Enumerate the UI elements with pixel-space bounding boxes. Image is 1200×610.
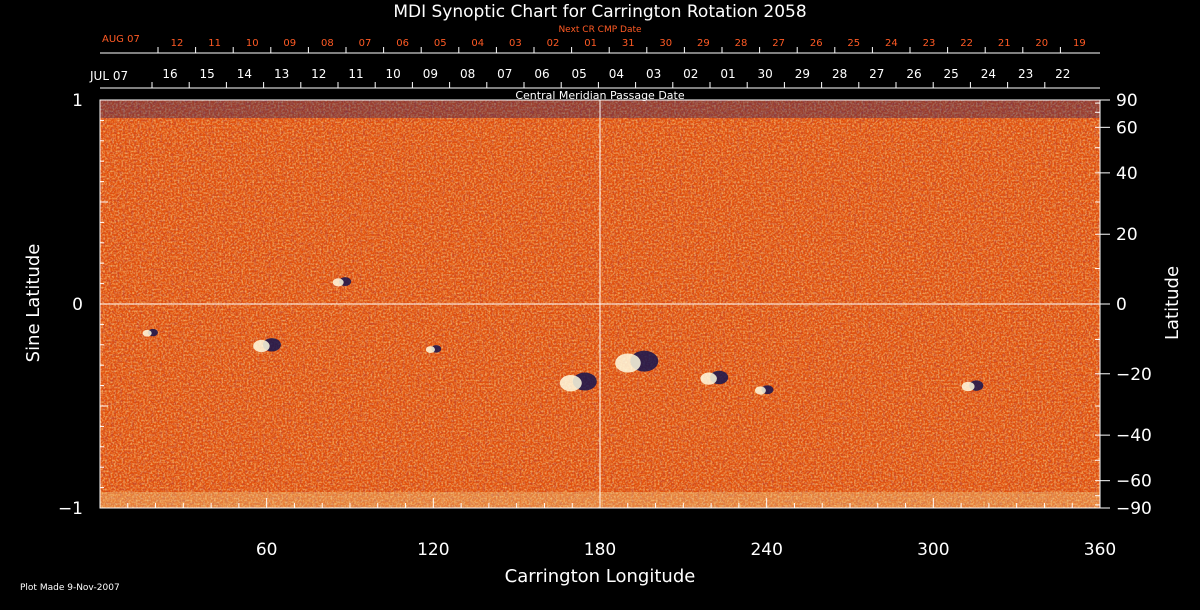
y-left-tick-label: −1 (58, 499, 83, 519)
next-cmp-day-label: 10 (246, 38, 259, 49)
next-cmp-day-label: 22 (960, 38, 973, 49)
y-right-tick-label: 20 (1116, 225, 1138, 245)
next-cmp-day-label: 12 (171, 38, 184, 49)
y-right-tick-label: −40 (1116, 426, 1152, 446)
active-region-positive (425, 346, 435, 353)
active-region-positive (559, 374, 582, 392)
next-cmp-day-label: 03 (509, 38, 522, 49)
next-cmp-day-label: 09 (283, 38, 296, 49)
next-cmp-day-label: 20 (1035, 38, 1048, 49)
cmp-day-label: 24 (981, 67, 996, 81)
next-cmp-day-label: 31 (622, 38, 635, 49)
next-cmp-day-label: 24 (885, 38, 898, 49)
next-cmp-day-label: 07 (359, 38, 372, 49)
y-axis-label-left: Sine Latitude (23, 244, 44, 363)
cmp-day-label: 28 (832, 67, 847, 81)
y-right-tick-label: −90 (1116, 499, 1152, 519)
cmp-day-label: 03 (646, 67, 661, 81)
cmp-day-label: 29 (795, 67, 810, 81)
chart-ticks: 60 120 180 240 300 360 1 0 −1 90 60 40 20 0 −20 −40 −60 −… (58, 91, 1152, 560)
plot-made-footer: Plot Made 9-Nov-2007 (20, 583, 120, 593)
y-right-tick-label: −60 (1116, 472, 1152, 492)
x-tick-label: 300 (917, 540, 949, 560)
cmp-day-label: 16 (162, 67, 177, 81)
cmp-day-label: 12 (311, 67, 326, 81)
next-cmp-day-label: 01 (584, 38, 597, 49)
next-cmp-start-label: AUG 07 (102, 34, 140, 45)
y-axis-label-right: Latitude (1162, 266, 1183, 340)
x-tick-label: 360 (1084, 540, 1116, 560)
cmp-day-label: 01 (720, 67, 735, 81)
active-region-positive (700, 372, 717, 385)
chart-title: MDI Synoptic Chart for Carrington Rotati… (393, 2, 806, 22)
cmp-day-label: 14 (237, 67, 252, 81)
next-cmp-day-label: 29 (697, 38, 710, 49)
y-left-tick-label: 0 (72, 295, 83, 315)
active-region-positive (754, 386, 766, 395)
next-cmp-day-label: 19 (1073, 38, 1086, 49)
cmp-day-label: 08 (460, 67, 475, 81)
y-right-tick-label: −20 (1116, 365, 1152, 385)
y-right-tick-label: 60 (1116, 118, 1138, 138)
y-right-tick-label: 90 (1116, 91, 1138, 111)
next-cmp-day-label: 28 (735, 38, 748, 49)
cmp-day-label: 27 (869, 67, 884, 81)
cmp-day-label: 26 (906, 67, 921, 81)
next-cmp-day-label: 11 (208, 38, 221, 49)
cmp-start-label: JUL 07 (89, 69, 128, 83)
cmp-day-label: 25 (944, 67, 959, 81)
cmp-day-label: 15 (200, 67, 215, 81)
x-tick-label: 120 (417, 540, 449, 560)
cmp-day-label: 05 (572, 67, 587, 81)
cmp-day-label: 09 (423, 67, 438, 81)
cmp-day-label: 06 (534, 67, 549, 81)
next-cmp-day-label: 30 (659, 38, 672, 49)
next-cmp-day-label: 23 (923, 38, 936, 49)
cmp-day-label: 11 (348, 67, 363, 81)
y-right-tick-label: 40 (1116, 164, 1138, 184)
cmp-caption: Central Meridian Passage Date (515, 89, 684, 102)
next-cmp-day-label: 26 (810, 38, 823, 49)
cmp-day-label: 02 (683, 67, 698, 81)
active-region-positive (332, 278, 344, 287)
next-cmp-day-label: 25 (847, 38, 860, 49)
y-right-tick-label: 0 (1116, 295, 1127, 315)
next-cmp-day-label: 06 (396, 38, 409, 49)
cmp-day-label: 10 (386, 67, 401, 81)
x-tick-label: 60 (256, 540, 278, 560)
y-left-tick-label: 1 (72, 91, 83, 111)
x-tick-label: 240 (750, 540, 782, 560)
next-cmp-day-label: 27 (772, 38, 785, 49)
active-region-positive (961, 381, 975, 392)
next-cmp-day-label: 05 (434, 38, 447, 49)
cmp-day-label: 30 (758, 67, 773, 81)
x-tick-label: 180 (584, 540, 616, 560)
cmp-day-label: 22 (1055, 67, 1070, 81)
active-region-positive (142, 329, 152, 337)
next-cmp-day-label: 02 (547, 38, 560, 49)
active-region-positive (615, 353, 641, 373)
cmp-day-label: 23 (1018, 67, 1033, 81)
cmp-day-label: 07 (497, 67, 512, 81)
cmp-date-axes: 12 11 10 09 08 07 06 05 04 03 02 01 31 30 29 28 27 26 25 24… (100, 38, 1100, 89)
next-cmp-caption: Next CR CMP Date (558, 25, 642, 35)
next-cmp-day-label: 21 (998, 38, 1011, 49)
x-axis-label: Carrington Longitude (505, 566, 696, 587)
active-region-positive (253, 339, 270, 353)
cmp-day-label: 13 (274, 67, 289, 81)
next-cmp-day-label: 08 (321, 38, 334, 49)
cmp-day-label: 04 (609, 67, 624, 81)
next-cmp-day-label: 04 (471, 38, 484, 49)
